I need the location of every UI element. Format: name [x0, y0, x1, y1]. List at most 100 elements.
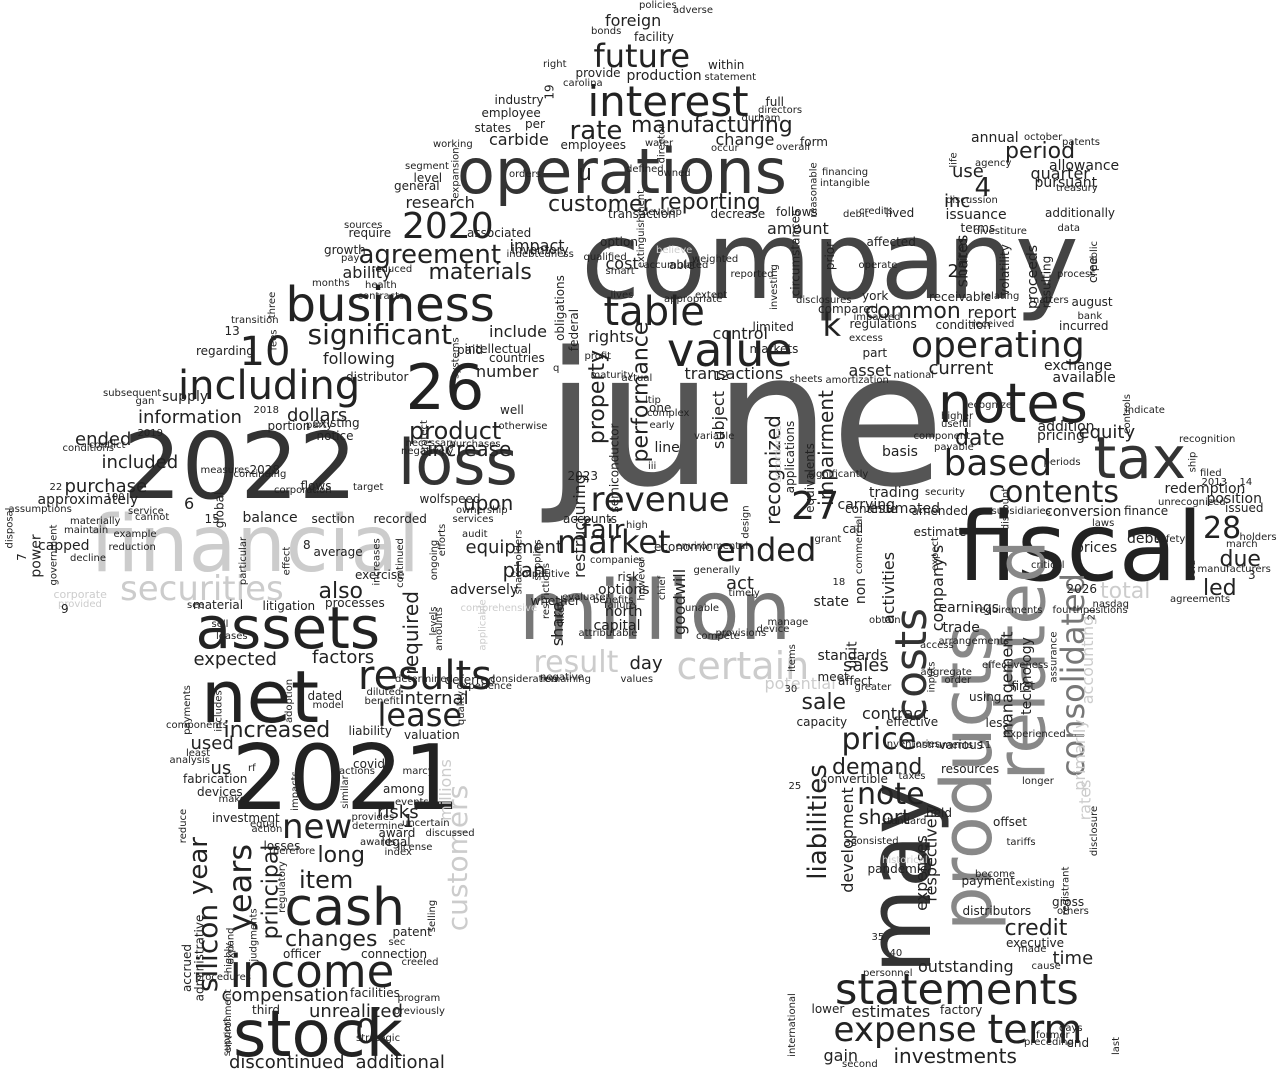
cloud-word: ended — [75, 429, 132, 450]
cloud-word: intangible — [820, 178, 870, 189]
cloud-word: durham — [741, 113, 781, 124]
cloud-word: data — [1057, 223, 1081, 234]
cloud-word: ability — [342, 263, 392, 282]
cloud-word: reduce — [178, 808, 190, 844]
cloud-word: assurance — [1048, 631, 1060, 683]
cloud-word: facility — [634, 30, 674, 44]
cloud-word: comprehensive — [460, 603, 538, 614]
cloud-word: prior — [823, 241, 838, 271]
cloud-word: act — [726, 573, 754, 594]
cloud-word: 22 — [49, 482, 63, 493]
cloud-word: risks — [377, 802, 419, 823]
cloud-word: 10 — [239, 329, 291, 375]
cloud-word: per — [525, 117, 545, 131]
cloud-word: debit — [843, 209, 869, 220]
cloud-word: service — [128, 506, 164, 517]
cloud-word: required — [398, 591, 423, 675]
cloud-word: analysis — [169, 755, 211, 766]
cloud-word: former — [1036, 1030, 1070, 1041]
cloud-word: accounts — [563, 512, 618, 526]
cloud-word: existing — [1015, 878, 1055, 889]
cloud-word: pandemic — [867, 862, 927, 876]
cloud-word: provide — [575, 66, 621, 80]
cloud-word: provides — [351, 812, 395, 823]
cloud-word: previously — [393, 1006, 445, 1017]
cloud-word: 26 — [405, 351, 485, 424]
cloud-word: company — [581, 199, 1079, 324]
cloud-word: number — [476, 362, 539, 381]
cloud-word: personnel — [863, 968, 913, 979]
cloud-word: sell — [211, 619, 229, 630]
cloud-word: environmental — [675, 541, 749, 552]
cloud-word: resources — [941, 762, 1000, 776]
cloud-word: gain — [823, 1046, 859, 1065]
cloud-word: 19 — [542, 84, 557, 100]
cloud-word: patent — [392, 925, 432, 939]
cloud-word: incurred — [1059, 319, 1109, 333]
cloud-word: note — [857, 777, 925, 812]
cloud-word: 6 — [184, 494, 195, 513]
cloud-word: state — [813, 594, 849, 610]
cloud-word: basis — [882, 444, 918, 460]
cloud-word: continue — [845, 502, 898, 516]
cloud-word: maintain — [64, 525, 109, 536]
cloud-word: qualified — [583, 252, 627, 263]
cloud-word: party — [306, 420, 333, 431]
cloud-word: manufacturers — [1197, 564, 1271, 575]
cloud-word: supply — [162, 389, 209, 405]
cloud-word: example — [113, 529, 157, 540]
cloud-word: results — [358, 653, 493, 699]
cloud-word: grant — [814, 534, 842, 545]
cloud-word: device — [756, 624, 790, 635]
cloud-word: trade — [942, 620, 980, 636]
cloud-word: investments — [893, 1044, 1017, 1068]
cloud-word: convertible — [820, 772, 888, 786]
cloud-word: income — [229, 944, 395, 998]
cloud-word: actual — [621, 373, 653, 384]
cloud-word: disclosure — [1089, 805, 1101, 857]
cloud-word: measures — [200, 465, 250, 476]
cloud-word: unable — [685, 603, 720, 614]
cloud-word: item — [299, 866, 354, 894]
cloud-word: orders — [509, 169, 541, 180]
cloud-word: experienced — [1004, 729, 1066, 740]
cloud-word: 3 — [1248, 568, 1256, 582]
cloud-word: accordance — [772, 425, 784, 483]
cloud-word: long — [317, 843, 365, 868]
cloud-word: complex — [647, 408, 690, 419]
cloud-word: held — [926, 806, 952, 820]
cloud-word: dated — [307, 689, 343, 703]
cloud-word: ship — [1186, 451, 1198, 473]
cloud-word: additional — [355, 1052, 445, 1073]
cloud-word: provisions — [715, 628, 767, 639]
cloud-word: capital — [593, 618, 641, 634]
cloud-word: amounts — [433, 607, 445, 651]
cloud-word: lower — [811, 1002, 845, 1016]
cloud-word: third — [252, 1003, 280, 1017]
cloud-word: sale — [801, 690, 847, 715]
cloud-word: investing — [768, 264, 780, 310]
cloud-word: inventory — [511, 243, 569, 257]
cloud-word: fourthpositions — [1052, 605, 1128, 616]
cloud-word: sec — [388, 937, 406, 948]
cloud-word: 8 — [303, 538, 311, 552]
cloud-word: determine — [352, 821, 404, 832]
cloud-word: effective — [886, 715, 939, 729]
cloud-word: price — [841, 722, 917, 757]
cloud-word: others — [1057, 906, 1089, 917]
cloud-word: form — [800, 135, 828, 149]
cloud-word: financing — [822, 167, 869, 178]
cloud-word: companies — [590, 555, 645, 566]
cloud-word: follows — [776, 205, 818, 219]
cloud-word: available — [1052, 370, 1116, 386]
cloud-word: result — [533, 645, 619, 680]
cloud-word: part — [862, 346, 888, 360]
cloud-word: reported — [730, 269, 774, 280]
cloud-word: new — [282, 807, 353, 847]
cloud-word: following — [323, 349, 395, 368]
cloud-word: values — [620, 674, 654, 685]
cloud-word: amended — [911, 504, 969, 518]
cloud-word: wafer — [645, 138, 674, 149]
cloud-word: requirements — [975, 605, 1043, 616]
